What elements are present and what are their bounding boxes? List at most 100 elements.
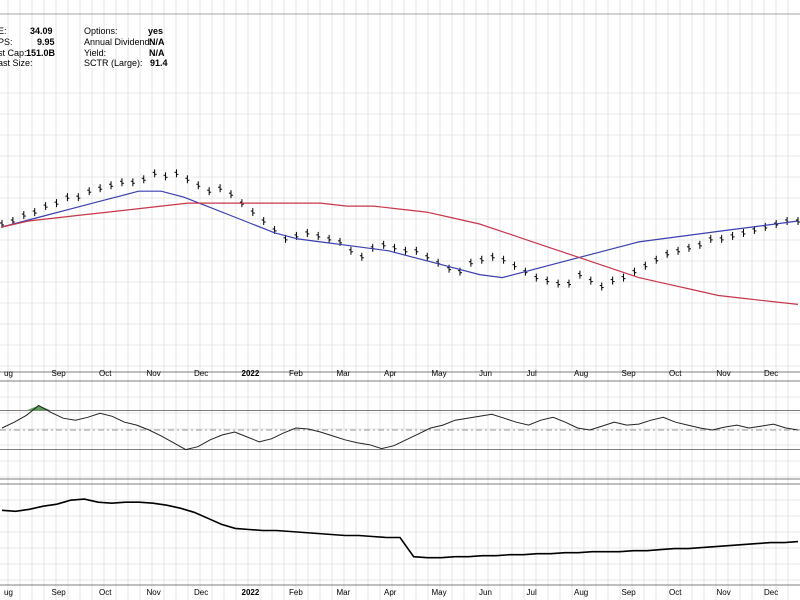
price-bar: [392, 243, 397, 252]
price-bar: [479, 255, 484, 264]
info-label-yield: Yield:: [84, 48, 106, 58]
price-bar: [490, 252, 495, 261]
price-bar: [87, 187, 92, 196]
price-bar: [196, 181, 201, 190]
panel-frames: [0, 13, 800, 586]
info-label-market-cap: st Cap:: [0, 48, 27, 58]
x-axis-tick-label: ug: [4, 369, 13, 378]
price-bar: [163, 172, 168, 181]
price-bar: [207, 187, 212, 196]
x-axis-tick-label: Mar: [337, 369, 351, 378]
x-axis-tick-label: Oct: [669, 588, 682, 597]
price-bar: [556, 279, 561, 288]
price-bar: [261, 217, 266, 225]
x-axis-tick-label: Apr: [384, 588, 397, 597]
info-value-yield: N/A: [149, 48, 165, 58]
price-bar: [305, 228, 310, 237]
price-bar: [447, 264, 452, 273]
price-bar: [316, 231, 321, 240]
price-bar: [643, 261, 648, 270]
info-value-pe: 34.09: [30, 26, 53, 36]
x-axis-tick-label: Feb: [289, 369, 303, 378]
x-axis-tick-label: ug: [4, 588, 13, 597]
price-bar: [359, 252, 364, 261]
price-bar: [697, 240, 702, 249]
price-bar: [534, 273, 539, 282]
info-label-pe: E:: [0, 26, 7, 36]
momentum-line: [1, 404, 799, 451]
price-bar: [348, 246, 353, 255]
info-label-sctr: SCTR (Large):: [84, 58, 143, 68]
x-axis-tick-label: Sep: [52, 588, 67, 597]
price-bar: [185, 175, 190, 184]
price-bar: [621, 273, 626, 282]
x-axis-tick-label: Dec: [194, 369, 208, 378]
price-bar: [43, 202, 48, 211]
price-bar: [468, 258, 473, 267]
relative-strength-line: [1, 498, 799, 559]
price-bar: [686, 243, 691, 252]
price-bar: [98, 184, 103, 193]
price-bar: [403, 246, 408, 255]
x-axis-tick-label: Oct: [99, 369, 112, 378]
x-axis-tick-label: 2022: [242, 588, 260, 597]
price-bar: [250, 208, 255, 217]
price-bar: [654, 255, 659, 264]
x-axis-tick-label: May: [432, 588, 447, 597]
x-axis-tick-label: Nov: [717, 588, 731, 597]
x-axis-tick-label: Jun: [479, 588, 492, 597]
price-bar: [512, 261, 517, 270]
price-bar: [76, 193, 81, 202]
x-axis-tick-label: Oct: [669, 369, 682, 378]
x-axis-tick-label: Jun: [479, 369, 492, 378]
price-bar: [632, 267, 637, 276]
x-axis-tick-label: Mar: [337, 588, 351, 597]
price-bar: [414, 246, 419, 255]
x-axis-tick-label: Dec: [764, 369, 778, 378]
x-axis-tick-label: Oct: [99, 588, 112, 597]
price-bar: [741, 228, 746, 237]
x-axis-tick-label: Dec: [764, 588, 778, 597]
info-value-annual-dividend: N/A: [149, 37, 165, 47]
info-value-eps: 9.95: [37, 37, 55, 47]
x-axis-tick-label: Jul: [527, 369, 537, 378]
price-bar: [119, 178, 124, 187]
info-label-eps: PS:: [0, 37, 13, 47]
info-label-annual-dividend: Annual Dividend:: [84, 37, 152, 47]
x-axis-tick-label: Aug: [574, 588, 588, 597]
price-bar: [32, 208, 37, 217]
price-bar: [665, 249, 670, 258]
price-bar: [599, 282, 604, 291]
x-axis-tick-label: Aug: [574, 369, 588, 378]
x-axis-tick-label: Sep: [622, 369, 637, 378]
price-bar: [109, 181, 114, 190]
price-bar: [719, 234, 724, 243]
info-value-sctr: 91.4: [150, 58, 168, 68]
x-axis-tick-label: Nov: [717, 369, 731, 378]
x-axis-tick-label: Sep: [52, 369, 67, 378]
x-axis-tick-label: Jul: [527, 588, 537, 597]
price-bar: [141, 175, 146, 184]
price-bar: [327, 234, 332, 243]
price-bar: [588, 276, 593, 285]
price-bar: [676, 246, 681, 255]
price-bar: [21, 211, 26, 220]
price-bar: [708, 234, 713, 243]
price-series: [0, 169, 800, 559]
info-panel: E: 34.09 PS: 9.95 st Cap: 151.0B ast Siz…: [0, 26, 168, 68]
price-bar: [577, 270, 582, 279]
price-bar: [381, 240, 386, 249]
price-bar: [567, 279, 572, 288]
price-bar: [228, 190, 233, 199]
price-bar: [174, 169, 179, 178]
x-axis-labels: ug Sep Oct Nov Dec 2022 Feb Mar Apr May Jun Jul Aug S…: [4, 369, 778, 597]
info-value-options: yes: [148, 26, 163, 36]
price-bar: [730, 231, 735, 240]
price-bar: [425, 252, 430, 261]
x-axis-tick-label: May: [432, 369, 447, 378]
momentum-overbought-fill: [26, 405, 39, 411]
x-axis-tick-label: Dec: [194, 588, 208, 597]
info-value-market-cap: 151.0B: [26, 48, 56, 58]
short-moving-average-line: [1, 190, 799, 279]
